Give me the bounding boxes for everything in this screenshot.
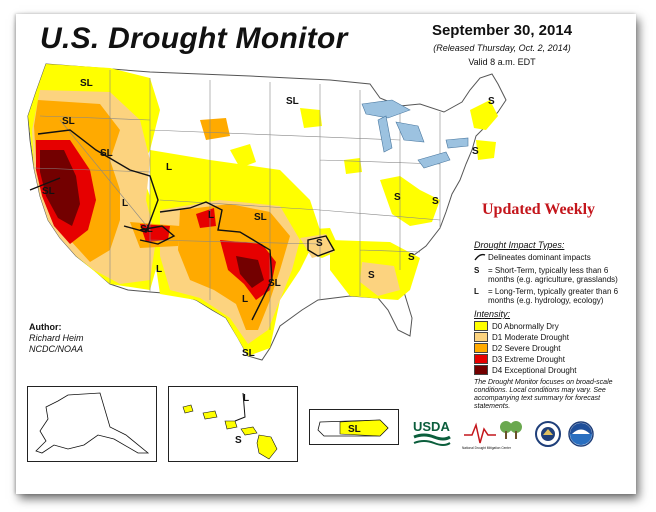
intensity-heading: Intensity:: [474, 309, 511, 319]
hawaii-map: L S: [182, 392, 278, 460]
release-date: (Released Thursday, Oct. 2, 2014): [433, 43, 571, 53]
label-west-sl5: SL: [140, 224, 153, 235]
legend-d0: D0 Abnormally Dry: [474, 321, 624, 331]
long-term-text: = Long-Term, typically greater than 6 mo…: [488, 287, 619, 305]
noaa-logo: [568, 421, 594, 452]
author-name: Richard Heim: [29, 333, 84, 343]
label-se-s2: S: [408, 252, 415, 263]
label-mo-s: S: [316, 238, 323, 249]
short-term-key: S: [474, 266, 480, 275]
label-va-s: S: [432, 196, 439, 207]
d0-label: D0 Abnormally Dry: [492, 321, 559, 331]
impact-line-icon: [474, 253, 488, 263]
alaska-map: [35, 392, 150, 454]
author-heading: Author:: [29, 322, 62, 332]
d3-label: D3 Extreme Drought: [492, 354, 565, 364]
d2-label: D2 Severe Drought: [492, 343, 561, 353]
disclaimer-note: The Drought Monitor focuses on broad-sca…: [474, 379, 613, 410]
commerce-seal-art: [535, 421, 561, 447]
legend-d4: D4 Exceptional Drought: [474, 365, 624, 375]
label-west-sl2: SL: [62, 116, 75, 127]
map-title: U.S. Drought Monitor: [40, 22, 348, 55]
label-oh-s: S: [394, 192, 401, 203]
long-term-row: L = Long-Term, typically greater than 6 …: [474, 287, 624, 305]
d1-swatch: [474, 332, 488, 342]
author-org: NCDC/NOAA: [29, 344, 84, 354]
ndmc-text: National Drought Mitigation Center: [462, 446, 512, 450]
d2-swatch: [474, 343, 488, 353]
pr-label-sl: SL: [348, 424, 361, 435]
d3-swatch: [474, 354, 488, 364]
alaska-inset: [27, 386, 157, 462]
d1-label: D1 Moderate Drought: [492, 332, 569, 342]
label-west-sl3: SL: [100, 148, 113, 159]
impact-line-row: Delineates dominant impacts: [474, 253, 624, 263]
label-west-l2: L: [122, 198, 128, 209]
puerto-rico-map: SL: [317, 419, 389, 437]
label-west-l3: L: [156, 264, 162, 275]
impact-boundaries: [29, 129, 336, 321]
legend-d1: D1 Moderate Drought: [474, 332, 624, 342]
usda-logo-art: USDA: [413, 419, 451, 446]
impact-labels: SL SL SL SL L L SL L SL L SL L SL S S S …: [42, 78, 495, 359]
short-term-text: = Short-Term, typically less than 6 mont…: [488, 266, 618, 284]
ndmc-logo: National Drought Mitigation Center: [462, 415, 528, 456]
usda-text: USDA: [413, 419, 450, 434]
author-block: Author: Richard Heim NCDC/NOAA: [29, 322, 84, 355]
state-borders: [33, 70, 441, 330]
impact-heading: Drought Impact Types:: [474, 240, 565, 250]
commerce-seal-logo: [535, 421, 561, 452]
label-tx-sl: SL: [242, 348, 255, 359]
label-west-sl1: SL: [80, 78, 93, 89]
noaa-logo-art: [568, 421, 594, 447]
d4-swatch: [474, 365, 488, 375]
label-west-l1: L: [166, 162, 172, 173]
label-plains-l2: L: [242, 294, 248, 305]
d4-label: D4 Exceptional Drought: [492, 365, 577, 375]
label-ne-s: S: [472, 146, 479, 157]
long-term-key: L: [474, 287, 479, 296]
hawaii-label-l: L: [243, 393, 249, 404]
impact-line-text: Delineates dominant impacts: [488, 253, 591, 262]
legend-d3: D3 Extreme Drought: [474, 354, 624, 364]
ndmc-logo-art: National Drought Mitigation Center: [462, 421, 522, 450]
label-plains-sl2: SL: [268, 278, 281, 289]
label-west-sl6: SL: [286, 96, 299, 107]
map-date: September 30, 2014: [431, 22, 573, 39]
label-west-sl4: SL: [42, 186, 55, 197]
short-term-row: S = Short-Term, typically less than 6 mo…: [474, 266, 624, 284]
hawaii-inset: L S: [168, 386, 298, 462]
puerto-rico-inset: SL: [309, 409, 399, 445]
label-me-s: S: [488, 96, 495, 107]
valid-time: Valid 8 a.m. EDT: [468, 57, 536, 67]
great-lakes: [361, 99, 469, 169]
usda-logo: USDA: [412, 417, 452, 452]
legend-d2: D2 Severe Drought: [474, 343, 624, 353]
label-se-s1: S: [368, 270, 375, 281]
label-plains-l1: L: [208, 210, 214, 221]
d0-swatch: [474, 321, 488, 331]
updated-weekly-banner: Updated Weekly: [482, 201, 596, 218]
label-plains-sl1: SL: [254, 212, 267, 223]
hawaii-label-s: S: [235, 435, 242, 446]
legend: Drought Impact Types: Delineates dominan…: [474, 240, 624, 376]
